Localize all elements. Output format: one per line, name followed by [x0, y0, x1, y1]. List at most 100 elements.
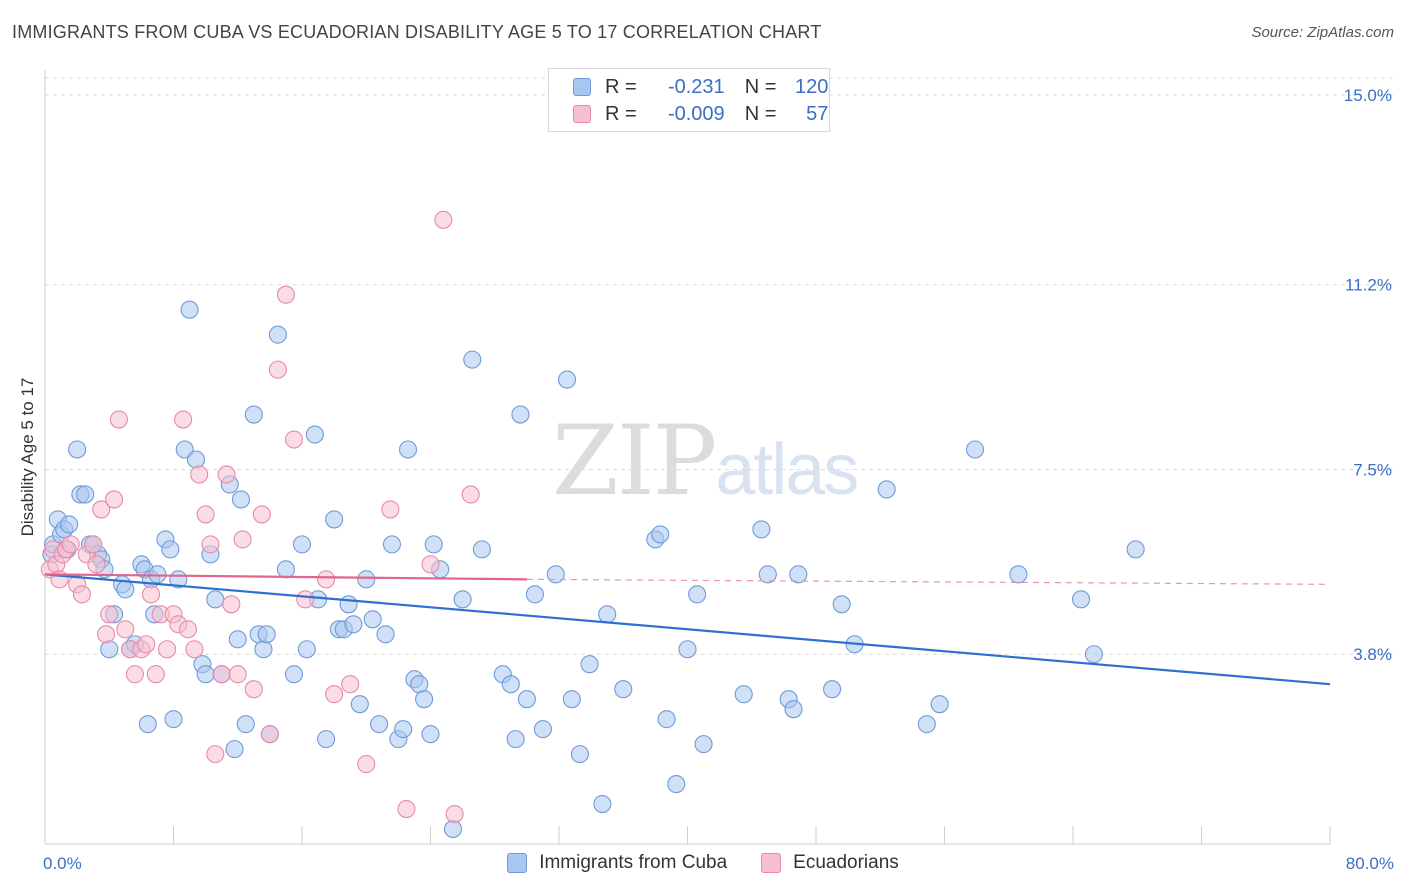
- cuba-point: [694, 735, 713, 754]
- cuba-point: [76, 485, 95, 504]
- ecuadorian-point: [196, 505, 215, 524]
- y-tick-label: 3.8%: [1353, 645, 1392, 664]
- cuba-point: [284, 665, 304, 684]
- cuba-point: [533, 720, 552, 739]
- cuba-point: [186, 450, 206, 469]
- cuba-point: [268, 325, 287, 344]
- cuba-point: [196, 665, 215, 684]
- ecuadorian-point: [445, 804, 464, 824]
- cuba-point: [60, 515, 79, 534]
- cuba-point: [398, 440, 418, 459]
- ecuadorian-point: [397, 799, 416, 819]
- cuba-point: [254, 640, 273, 659]
- watermark: ZIPatlas: [552, 405, 859, 517]
- legend-r-label: R =: [605, 75, 637, 98]
- cuba-point: [421, 725, 440, 744]
- ecuadorian-point: [296, 590, 315, 609]
- ecuadorian-point: [116, 620, 135, 639]
- cuba-point: [734, 685, 753, 704]
- series-legend-swatch-cuba: [507, 853, 528, 873]
- legend-r-value: -0.231: [667, 75, 725, 98]
- cuba-point: [231, 490, 251, 509]
- cuba-point: [376, 625, 395, 644]
- ecuadorian-point: [72, 585, 91, 604]
- ecuadorian-point: [284, 430, 304, 449]
- cuba-point: [752, 520, 771, 539]
- cuba-point: [161, 540, 180, 559]
- cuba-point: [562, 690, 581, 709]
- ecuadorian-point: [212, 665, 231, 684]
- cuba-point: [325, 510, 344, 529]
- cuba-point: [525, 585, 544, 604]
- cuba-point: [930, 695, 949, 714]
- cuba-point: [138, 715, 157, 734]
- ecuadorian-point: [137, 635, 156, 654]
- series-legend: Immigrants from Cuba Ecuadorians: [0, 852, 1406, 874]
- ecuadorian-point: [252, 505, 271, 524]
- legend-swatch-ecuadorians: [573, 105, 591, 123]
- cuba-point: [570, 745, 589, 764]
- ecuadorian-point: [434, 210, 453, 229]
- cuba-point: [453, 590, 472, 609]
- ecuadorian-trend-extension: [526, 578, 1331, 585]
- ecuadorian-point: [190, 465, 209, 484]
- cuba-point: [501, 675, 520, 694]
- ecuadorian-point: [178, 620, 198, 639]
- legend-n-label: N =: [744, 102, 777, 125]
- ecuadorian-point: [206, 745, 225, 764]
- ecuadorian-point: [233, 530, 252, 549]
- cuba-point: [651, 525, 670, 544]
- ecuadorian-point: [92, 500, 111, 519]
- ecuadorian-trend-line: [44, 573, 527, 581]
- ecuadorian-point: [100, 605, 119, 624]
- cuba-point: [424, 535, 443, 554]
- cuba-point: [276, 560, 295, 579]
- cuba-point: [228, 630, 247, 649]
- legend-swatch-cuba: [573, 78, 591, 96]
- ecuadorian-point: [317, 570, 336, 589]
- ecuadorian-point: [276, 285, 295, 304]
- cuba-point: [1071, 590, 1091, 609]
- cuba-trend-line: [44, 573, 1331, 686]
- cuba-point: [784, 700, 803, 719]
- ecuadorian-point: [381, 500, 400, 519]
- cuba-point: [363, 610, 382, 629]
- series-legend-swatch-ecuadorians: [761, 853, 782, 873]
- ecuadorian-point: [201, 535, 220, 554]
- ecuadorian-point: [158, 640, 177, 659]
- cuba-point: [116, 580, 135, 599]
- legend-n-value: 120: [795, 75, 829, 98]
- cuba-point: [257, 625, 276, 644]
- cuba-point: [344, 615, 363, 634]
- ecuadorian-point: [421, 555, 440, 574]
- cuba-point: [678, 640, 697, 659]
- ecuadorian-point: [61, 535, 80, 554]
- cuba-point: [415, 690, 434, 709]
- series-legend-label: Immigrants from Cuba: [539, 852, 728, 873]
- cuba-point: [305, 425, 324, 444]
- cuba-point: [511, 405, 530, 424]
- ecuadorian-point: [260, 725, 279, 744]
- source-label: Source: ZipAtlas.com: [1251, 24, 1394, 41]
- legend-r-value: -0.009: [667, 102, 725, 125]
- ecuadorian-point: [174, 410, 193, 429]
- cuba-point: [546, 565, 565, 584]
- cuba-point: [1126, 540, 1145, 559]
- ecuadorian-point: [96, 625, 116, 644]
- cuba-point: [225, 740, 244, 759]
- cuba-point: [297, 640, 316, 659]
- y-tick-label: 15.0%: [1344, 86, 1392, 105]
- ecuadorian-point: [84, 535, 103, 554]
- watermark-zip: ZIP: [552, 405, 717, 517]
- cuba-point: [472, 540, 491, 559]
- cuba-point: [517, 690, 536, 709]
- cuba-point: [68, 440, 87, 459]
- ecuadorian-point: [244, 680, 263, 699]
- cuba-point: [598, 605, 617, 624]
- ecuadorian-point: [146, 665, 165, 684]
- cuba-point: [917, 715, 936, 734]
- cuba-point: [357, 570, 376, 589]
- ecuadorian-point: [461, 485, 480, 504]
- cuba-point: [657, 710, 676, 729]
- cuba-point: [614, 680, 633, 699]
